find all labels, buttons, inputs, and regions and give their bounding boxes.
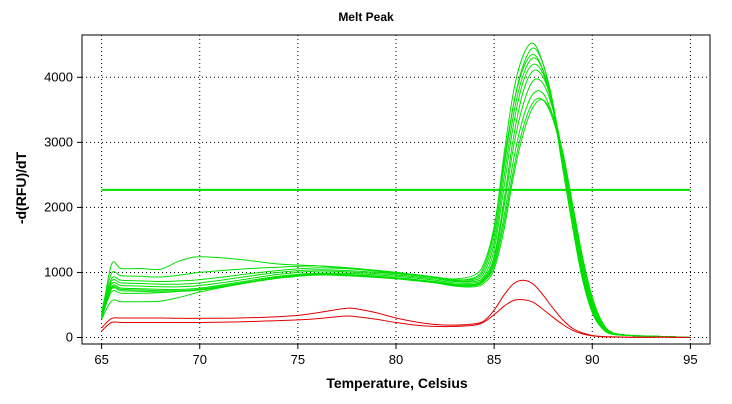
tick-layer: 65 70 75 80 85 90 95 0 1000 2000 3000 4000 bbox=[44, 69, 698, 367]
y-tick-label: 0 bbox=[66, 329, 73, 344]
x-tick-label: 70 bbox=[193, 352, 207, 367]
y-tick-label: 4000 bbox=[44, 69, 73, 84]
x-tick-label: 85 bbox=[487, 352, 501, 367]
chart-title: Melt Peak bbox=[338, 10, 394, 24]
series-layer bbox=[101, 42, 691, 338]
x-tick-label: 95 bbox=[683, 352, 697, 367]
grid-layer bbox=[82, 35, 710, 344]
x-tick-label: 65 bbox=[94, 352, 108, 367]
positive-melt-curve-3 bbox=[101, 47, 691, 338]
y-axis-title: -d(RFU)/dT bbox=[13, 151, 29, 224]
positive-melt-curve-10 bbox=[101, 99, 691, 338]
x-tick-label: 80 bbox=[389, 352, 403, 367]
y-tick-label: 2000 bbox=[44, 199, 73, 214]
y-tick-label: 1000 bbox=[44, 264, 73, 279]
y-tick-label: 3000 bbox=[44, 134, 73, 149]
positive-melt-curve-2 bbox=[101, 42, 691, 338]
x-axis-title: Temperature, Celsius bbox=[326, 375, 468, 391]
x-tick-label: 75 bbox=[291, 352, 305, 367]
x-tick-label: 90 bbox=[585, 352, 599, 367]
negative-melt-curve-12 bbox=[101, 299, 691, 338]
